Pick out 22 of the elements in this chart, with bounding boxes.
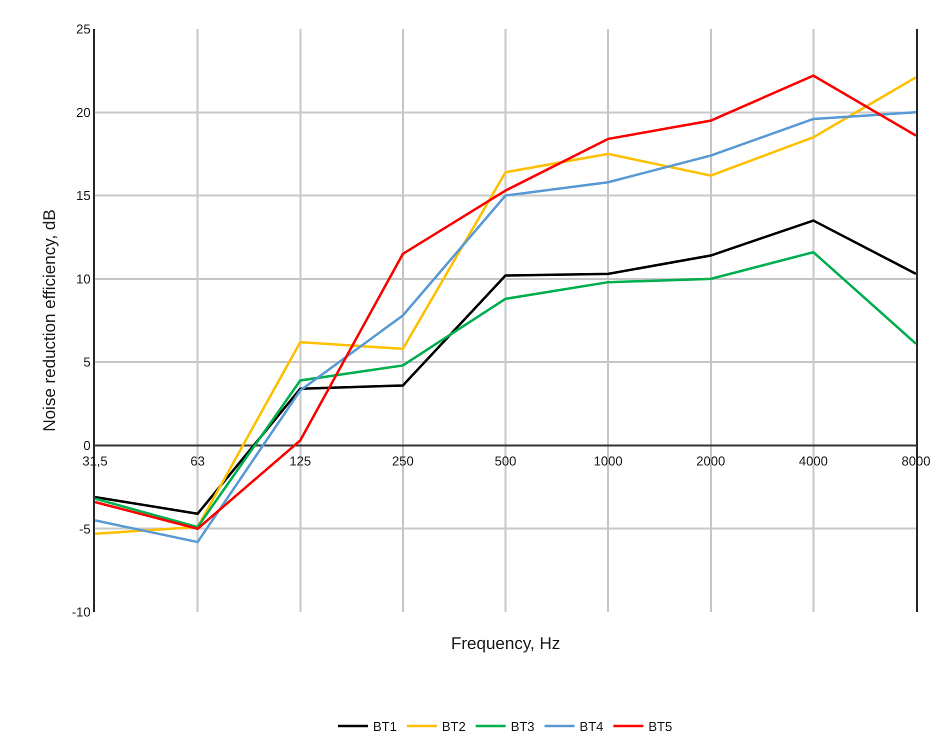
y-tick-label: -10 [72,604,91,620]
x-tick-label: 2000 [696,453,726,468]
x-tick-label: 63 [190,453,205,468]
y-tick-label: 10 [76,271,91,286]
x-tick-label: 500 [494,453,516,468]
y-tick-label: 0 [83,438,91,453]
y-tick-label: 5 [83,354,91,370]
legend-label: BT4 [580,719,604,734]
y-tick-label: 20 [76,104,91,120]
legend-label: BT5 [648,719,672,734]
x-tick-label: 1000 [594,453,623,468]
y-tick-label: 25 [76,22,91,37]
legend-label: BT3 [510,719,535,734]
legend-label: BT2 [442,719,466,734]
x-tick-label: 125 [289,453,312,468]
y-axis-title: Noise reduction efficiency, dB [40,209,59,432]
y-tick-label: 15 [76,188,91,204]
x-tick-label: 4000 [798,453,828,468]
y-tick-label: -5 [79,521,91,536]
x-tick-label: 250 [392,453,414,468]
x-axis-title: Frequency, Hz [451,634,560,653]
legend-label: BT1 [373,719,397,734]
